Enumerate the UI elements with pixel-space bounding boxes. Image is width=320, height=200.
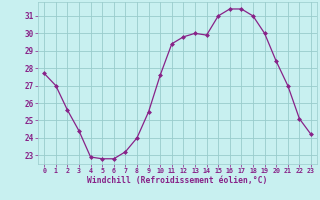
X-axis label: Windchill (Refroidissement éolien,°C): Windchill (Refroidissement éolien,°C) <box>87 176 268 185</box>
